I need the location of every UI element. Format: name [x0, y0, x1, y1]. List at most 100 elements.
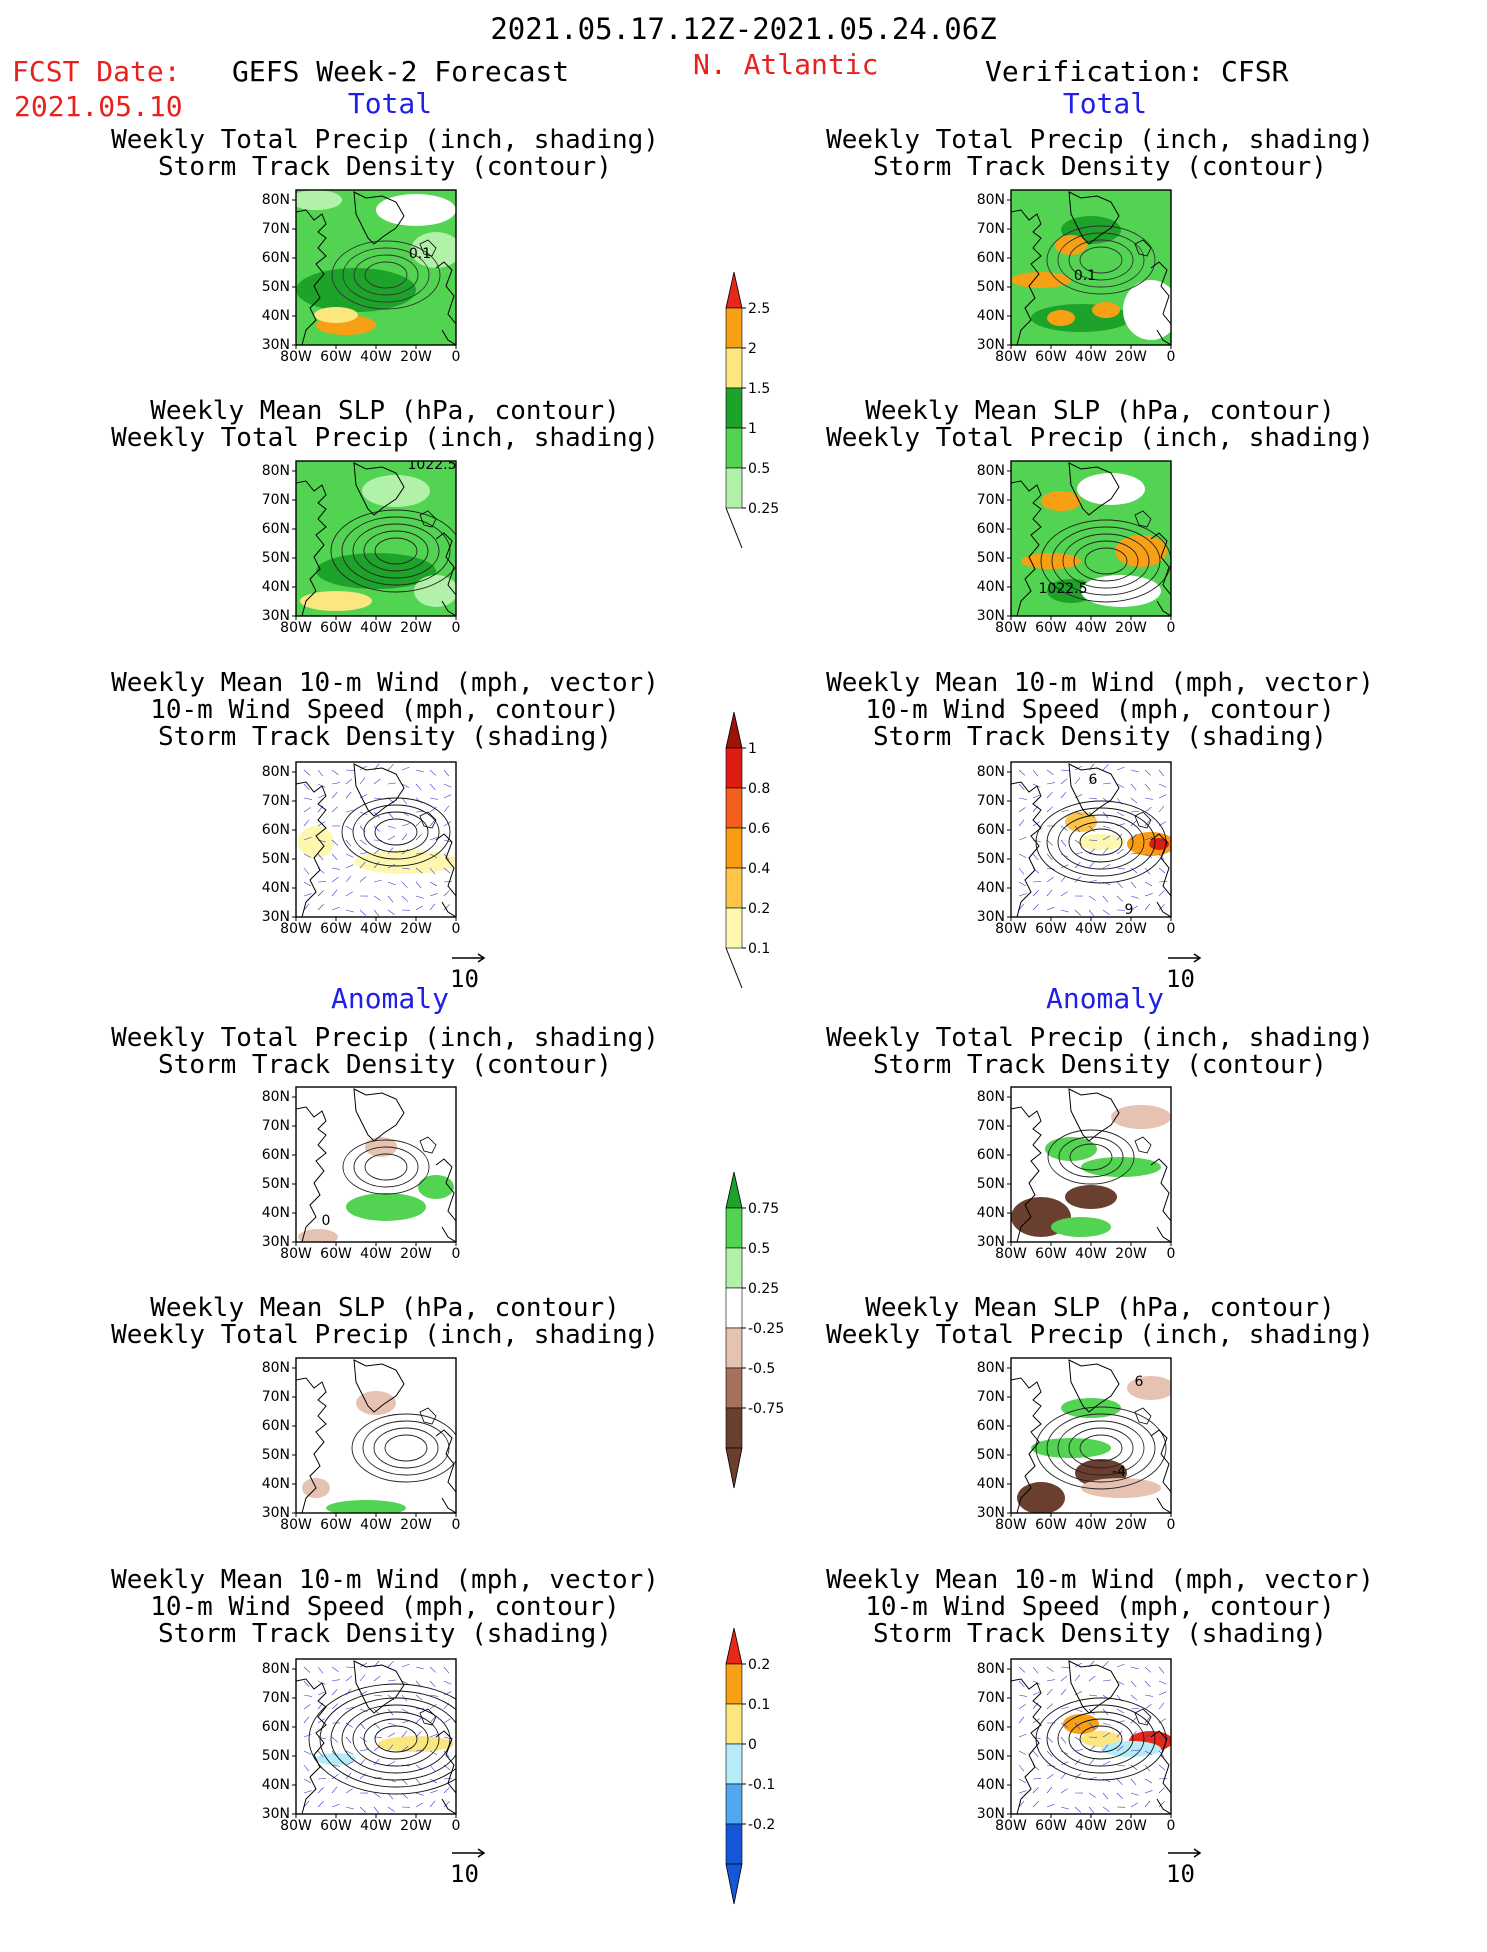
vector-ref-cfsr-total: 10 [1166, 965, 1195, 993]
lat-label: 50N [262, 1447, 290, 1463]
colorbar-label: 0.25 [748, 501, 779, 517]
title-fcst-anom-wind-track: Weekly Mean 10-m Wind (mph, vector)10-m … [85, 1567, 685, 1648]
lat-label: 60N [977, 1147, 1005, 1163]
colorbar-segment [726, 308, 742, 348]
colorbar-cap [726, 508, 742, 548]
lon-label: 60W [1035, 620, 1067, 636]
colorbar-cap [726, 1864, 742, 1904]
arrow-icon [452, 953, 488, 963]
colorbar-segment [726, 1784, 742, 1824]
lat-label: 40N [977, 1205, 1005, 1221]
lat-label: 60N [977, 521, 1005, 537]
lat-label: 40N [262, 1205, 290, 1221]
vector-ref-fcst-anom: 10 [450, 1860, 479, 1888]
shading-area [1081, 1157, 1161, 1177]
lon-label: 60W [1035, 349, 1067, 365]
lat-label: 40N [977, 1476, 1005, 1492]
lat-label: 50N [977, 851, 1005, 867]
contour-label: -4 [1112, 1464, 1126, 1480]
lon-label: 40W [1075, 1246, 1107, 1262]
colorbar-label: 0.5 [748, 1241, 770, 1257]
colorbar-segment [726, 1328, 742, 1368]
lat-label: 60N [262, 1147, 290, 1163]
contour-label: 0 [322, 1213, 331, 1229]
lon-label: 40W [360, 620, 392, 636]
lon-label: 60W [320, 349, 352, 365]
colorbar-cap [726, 1628, 742, 1664]
colorbar-label: 0.25 [748, 1281, 779, 1297]
lat-label: 70N [262, 1389, 290, 1405]
lon-label: 60W [1035, 921, 1067, 937]
lat-label: 60N [262, 1719, 290, 1735]
colorbar-segment [726, 828, 742, 868]
lon-label: 0 [1167, 921, 1176, 937]
contour-label: 9 [1125, 902, 1134, 918]
lat-label: 40N [977, 579, 1005, 595]
lon-label: 80W [995, 1517, 1027, 1533]
shading-area [290, 190, 342, 210]
lon-label: 80W [280, 1818, 312, 1834]
verification-title: Verification: CFSR [985, 55, 1288, 88]
lat-label: 40N [977, 308, 1005, 324]
colorbar-segment [726, 1288, 742, 1328]
lat-label: 80N [262, 1360, 290, 1376]
lat-label: 40N [262, 880, 290, 896]
lat-label: 40N [262, 308, 290, 324]
lat-label: 80N [262, 1089, 290, 1105]
contour-label: 6 [1135, 1374, 1144, 1390]
lon-label: 0 [1167, 1246, 1176, 1262]
contour-label: 0.1 [409, 246, 431, 262]
lon-label: 20W [1115, 349, 1147, 365]
colorbar-label: 1 [748, 741, 757, 757]
arrow-icon [1168, 953, 1204, 963]
lat-label: 60N [262, 822, 290, 838]
colorbar-segment [726, 1208, 742, 1248]
lat-label: 40N [262, 1777, 290, 1793]
lon-label: 60W [320, 921, 352, 937]
lat-label: 80N [262, 764, 290, 780]
colorbar-svg: 0.750.50.25-0.25-0.5-0.75 [718, 1172, 798, 1532]
colorbar-segment [726, 1744, 742, 1784]
lat-label: 80N [262, 192, 290, 208]
lon-label: 0 [452, 1517, 461, 1533]
shading-area [314, 307, 358, 323]
lon-label: 40W [360, 921, 392, 937]
lon-label: 40W [360, 349, 392, 365]
lon-label: 60W [320, 1818, 352, 1834]
colorbar-svg: 2.521.510.50.25 [718, 272, 798, 592]
title-cfsr-anom-wind-track: Weekly Mean 10-m Wind (mph, vector)10-m … [800, 1567, 1400, 1648]
lat-label: 40N [977, 880, 1005, 896]
shading-area [346, 1193, 426, 1221]
colorbar-segment [726, 1704, 742, 1744]
shading-area [1077, 834, 1125, 850]
fcst-date-label: FCST Date: [12, 55, 181, 88]
shading-area [298, 826, 334, 858]
lon-label: 80W [280, 921, 312, 937]
colorbar-segment [726, 908, 742, 948]
lon-label: 0 [1167, 1818, 1176, 1834]
shading-area [414, 575, 458, 607]
lon-label: 40W [1075, 1517, 1107, 1533]
colorbar-segment [726, 388, 742, 428]
colorbar-segment [726, 348, 742, 388]
vector-ref-fcst-total: 10 [450, 965, 479, 993]
lat-label: 70N [262, 221, 290, 237]
lat-label: 70N [977, 1118, 1005, 1134]
lon-label: 80W [995, 1818, 1027, 1834]
colorbar-segment [726, 1824, 742, 1864]
shading-area [1047, 310, 1075, 326]
title-cfsr-slp-precip: Weekly Mean SLP (hPa, contour)Weekly Tot… [800, 398, 1400, 452]
